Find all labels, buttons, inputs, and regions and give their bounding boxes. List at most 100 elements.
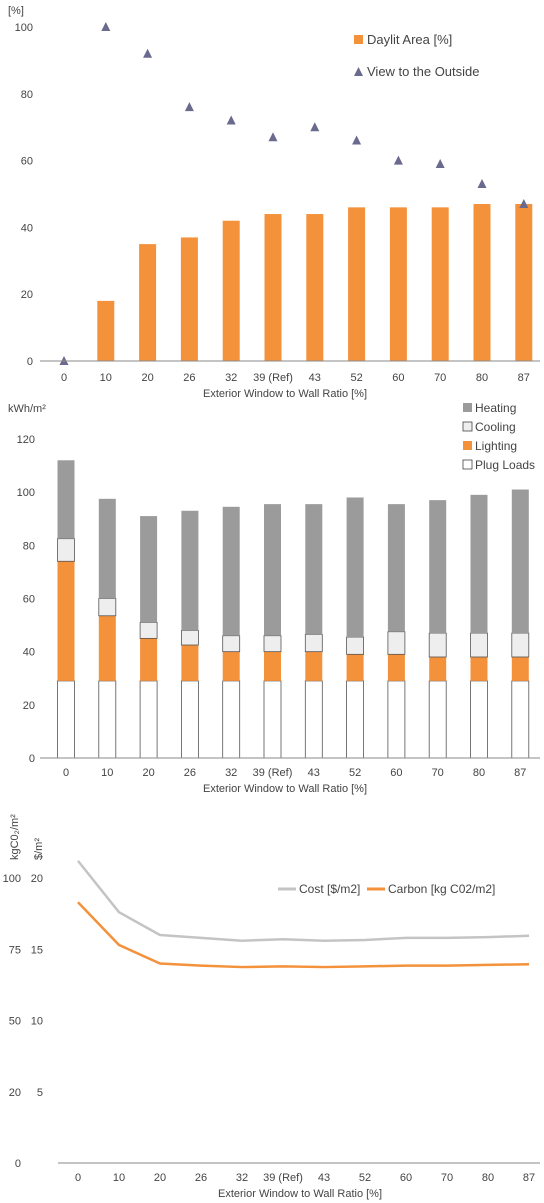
chart1-x-title: Exterior Window to Wall Ratio [%]	[203, 388, 367, 400]
chart1-x-tick-label: 0	[61, 372, 67, 384]
chart2-y-tick-label: 120	[17, 434, 35, 446]
chart3-x-tick-label: 26	[195, 1172, 207, 1184]
cooling-segment	[470, 632, 488, 658]
chart2-x-tick-label: 20	[142, 767, 154, 779]
chart2-x-tick-label: 26	[184, 767, 196, 779]
plug-loads-segment	[428, 680, 447, 759]
chart1-y-tick-label: 100	[15, 22, 33, 34]
cooling-segment	[263, 635, 282, 653]
cooling-segment	[98, 598, 117, 617]
heating-segment	[140, 516, 158, 623]
chart2-x-tick-label: 52	[349, 767, 361, 779]
chart3-cost-tick-label: 5	[37, 1087, 43, 1099]
lighting-segment	[57, 561, 75, 681]
legend-daylit-swatch	[354, 35, 363, 44]
lighting-segment	[511, 656, 529, 681]
carbon-line	[77, 901, 530, 969]
view-outside-marker	[310, 122, 320, 132]
cost-carbon-chart: kgC0₂/m² $/m² 0 20 50 75 100 5 10 15 20 0 10 20 26 3…	[3, 814, 540, 1200]
chart2-x-tick-label: 80	[473, 767, 485, 779]
heating-segment	[98, 498, 116, 599]
plug-loads-segment	[57, 680, 75, 759]
legend-plug-loads-label: Plug Loads	[475, 458, 535, 472]
cooling-segment	[346, 636, 365, 655]
heating-segment	[222, 506, 240, 636]
chart2-y-tick-label: 0	[29, 753, 35, 765]
chart2-x-tick-label: 39 (Ref)	[253, 767, 293, 779]
plug-loads-segment	[470, 680, 488, 759]
chart2-x-tick-label: 87	[514, 767, 526, 779]
chart1-x-tick-label: 80	[476, 372, 488, 384]
chart3-carbon-tick-label: 50	[9, 1016, 21, 1028]
daylit-area-bar	[264, 214, 282, 361]
legend-carbon-label: Carbon [kg C02/m2]	[388, 882, 495, 896]
chart1-x-tick-label: 39 (Ref)	[253, 372, 293, 384]
daylit-area-bar	[348, 207, 366, 361]
cooling-segment	[180, 629, 199, 646]
chart3-x-tick-label: 0	[75, 1172, 81, 1184]
legend-cost-label: Cost [$/m2]	[299, 882, 360, 896]
view-outside-marker	[393, 155, 403, 165]
chart1-x-tick-label: 70	[434, 372, 446, 384]
chart3-carbon-tick-label: 20	[9, 1087, 21, 1099]
chart3-x-ticks: 0 10 20 26 32 39 (Ref) 43 52 60 70 80 87	[75, 1172, 535, 1184]
chart3-y-ticks: 0 20 50 75 100 5 10 15 20	[3, 873, 43, 1170]
chart2-x-tick-label: 70	[432, 767, 444, 779]
heating-segment	[264, 504, 281, 636]
chart3-x-tick-label: 39 (Ref)	[263, 1172, 303, 1184]
lighting-segment	[470, 656, 488, 681]
plug-loads-segment	[98, 680, 117, 759]
daylit-area-bar	[431, 207, 449, 361]
chart3-lines	[77, 860, 530, 969]
chart2-y-tick-label: 60	[23, 594, 35, 606]
daylit-area-bar	[180, 237, 198, 361]
chart1-x-tick-label: 87	[518, 372, 530, 384]
daylit-area-bar	[97, 300, 115, 361]
chart3-x-tick-label: 60	[400, 1172, 412, 1184]
chart2-y-tick-label: 80	[23, 540, 35, 552]
cost-line	[77, 860, 530, 942]
view-outside-marker	[268, 132, 278, 142]
plug-loads-segment	[222, 680, 241, 759]
cooling-segment	[222, 635, 241, 653]
cooling-segment	[304, 633, 323, 653]
legend-daylit-label: Daylit Area [%]	[367, 32, 452, 47]
plug-loads-segment	[346, 680, 365, 759]
energy-use-chart: kWh/m² 0 20 40 60 80 100 120 0 10 20 26 32 39 (Ref)…	[8, 401, 540, 795]
chart3-x-tick-label: 20	[154, 1172, 166, 1184]
chart3-x-tick-label: 43	[318, 1172, 330, 1184]
daylit-area-bar	[473, 204, 491, 361]
chart3-x-tick-label: 10	[113, 1172, 125, 1184]
heating-segment	[305, 504, 323, 635]
chart1-y-tick-label: 80	[21, 89, 33, 101]
view-outside-marker	[143, 48, 153, 58]
heating-segment	[181, 510, 199, 631]
heating-segment	[57, 460, 75, 539]
lighting-segment	[305, 651, 323, 681]
plug-loads-segment	[511, 680, 530, 759]
chart2-legend: Heating Cooling Lighting Plug Loads	[462, 401, 535, 472]
legend-lighting-label: Lighting	[475, 439, 517, 453]
chart1-markers	[59, 22, 529, 365]
chart1-x-tick-label: 20	[141, 372, 153, 384]
chart3-x-tick-label: 70	[441, 1172, 453, 1184]
cooling-segment	[428, 632, 447, 658]
daylit-area-bar	[306, 214, 324, 361]
chart2-y-tick-label: 100	[17, 487, 35, 499]
lighting-segment	[181, 645, 199, 681]
chart1-y-tick-label: 20	[21, 289, 33, 301]
chart2-x-tick-label: 60	[390, 767, 402, 779]
view-outside-marker	[519, 199, 529, 209]
daylit-area-bar	[515, 204, 533, 361]
chart3-x-tick-label: 87	[523, 1172, 535, 1184]
chart2-bars	[57, 460, 530, 759]
chart2-x-tick-label: 0	[63, 767, 69, 779]
chart1-y-ticks: 0 20 40 60 80 100	[15, 22, 33, 368]
view-outside-marker	[184, 102, 194, 112]
chart2-y-tick-label: 40	[23, 647, 35, 659]
lighting-segment	[140, 638, 158, 681]
chart1-y-tick-label: 0	[27, 356, 33, 368]
chart1-y-unit: [%]	[8, 5, 24, 17]
chart1-x-ticks: 0 10 20 26 32 39 (Ref) 43 52 60 70 80 87	[61, 372, 530, 384]
daylight-view-chart: [%] 0 20 40 60 80 100 0 10 20 26 32 39 (Ref) 43 52 60…	[8, 5, 540, 400]
